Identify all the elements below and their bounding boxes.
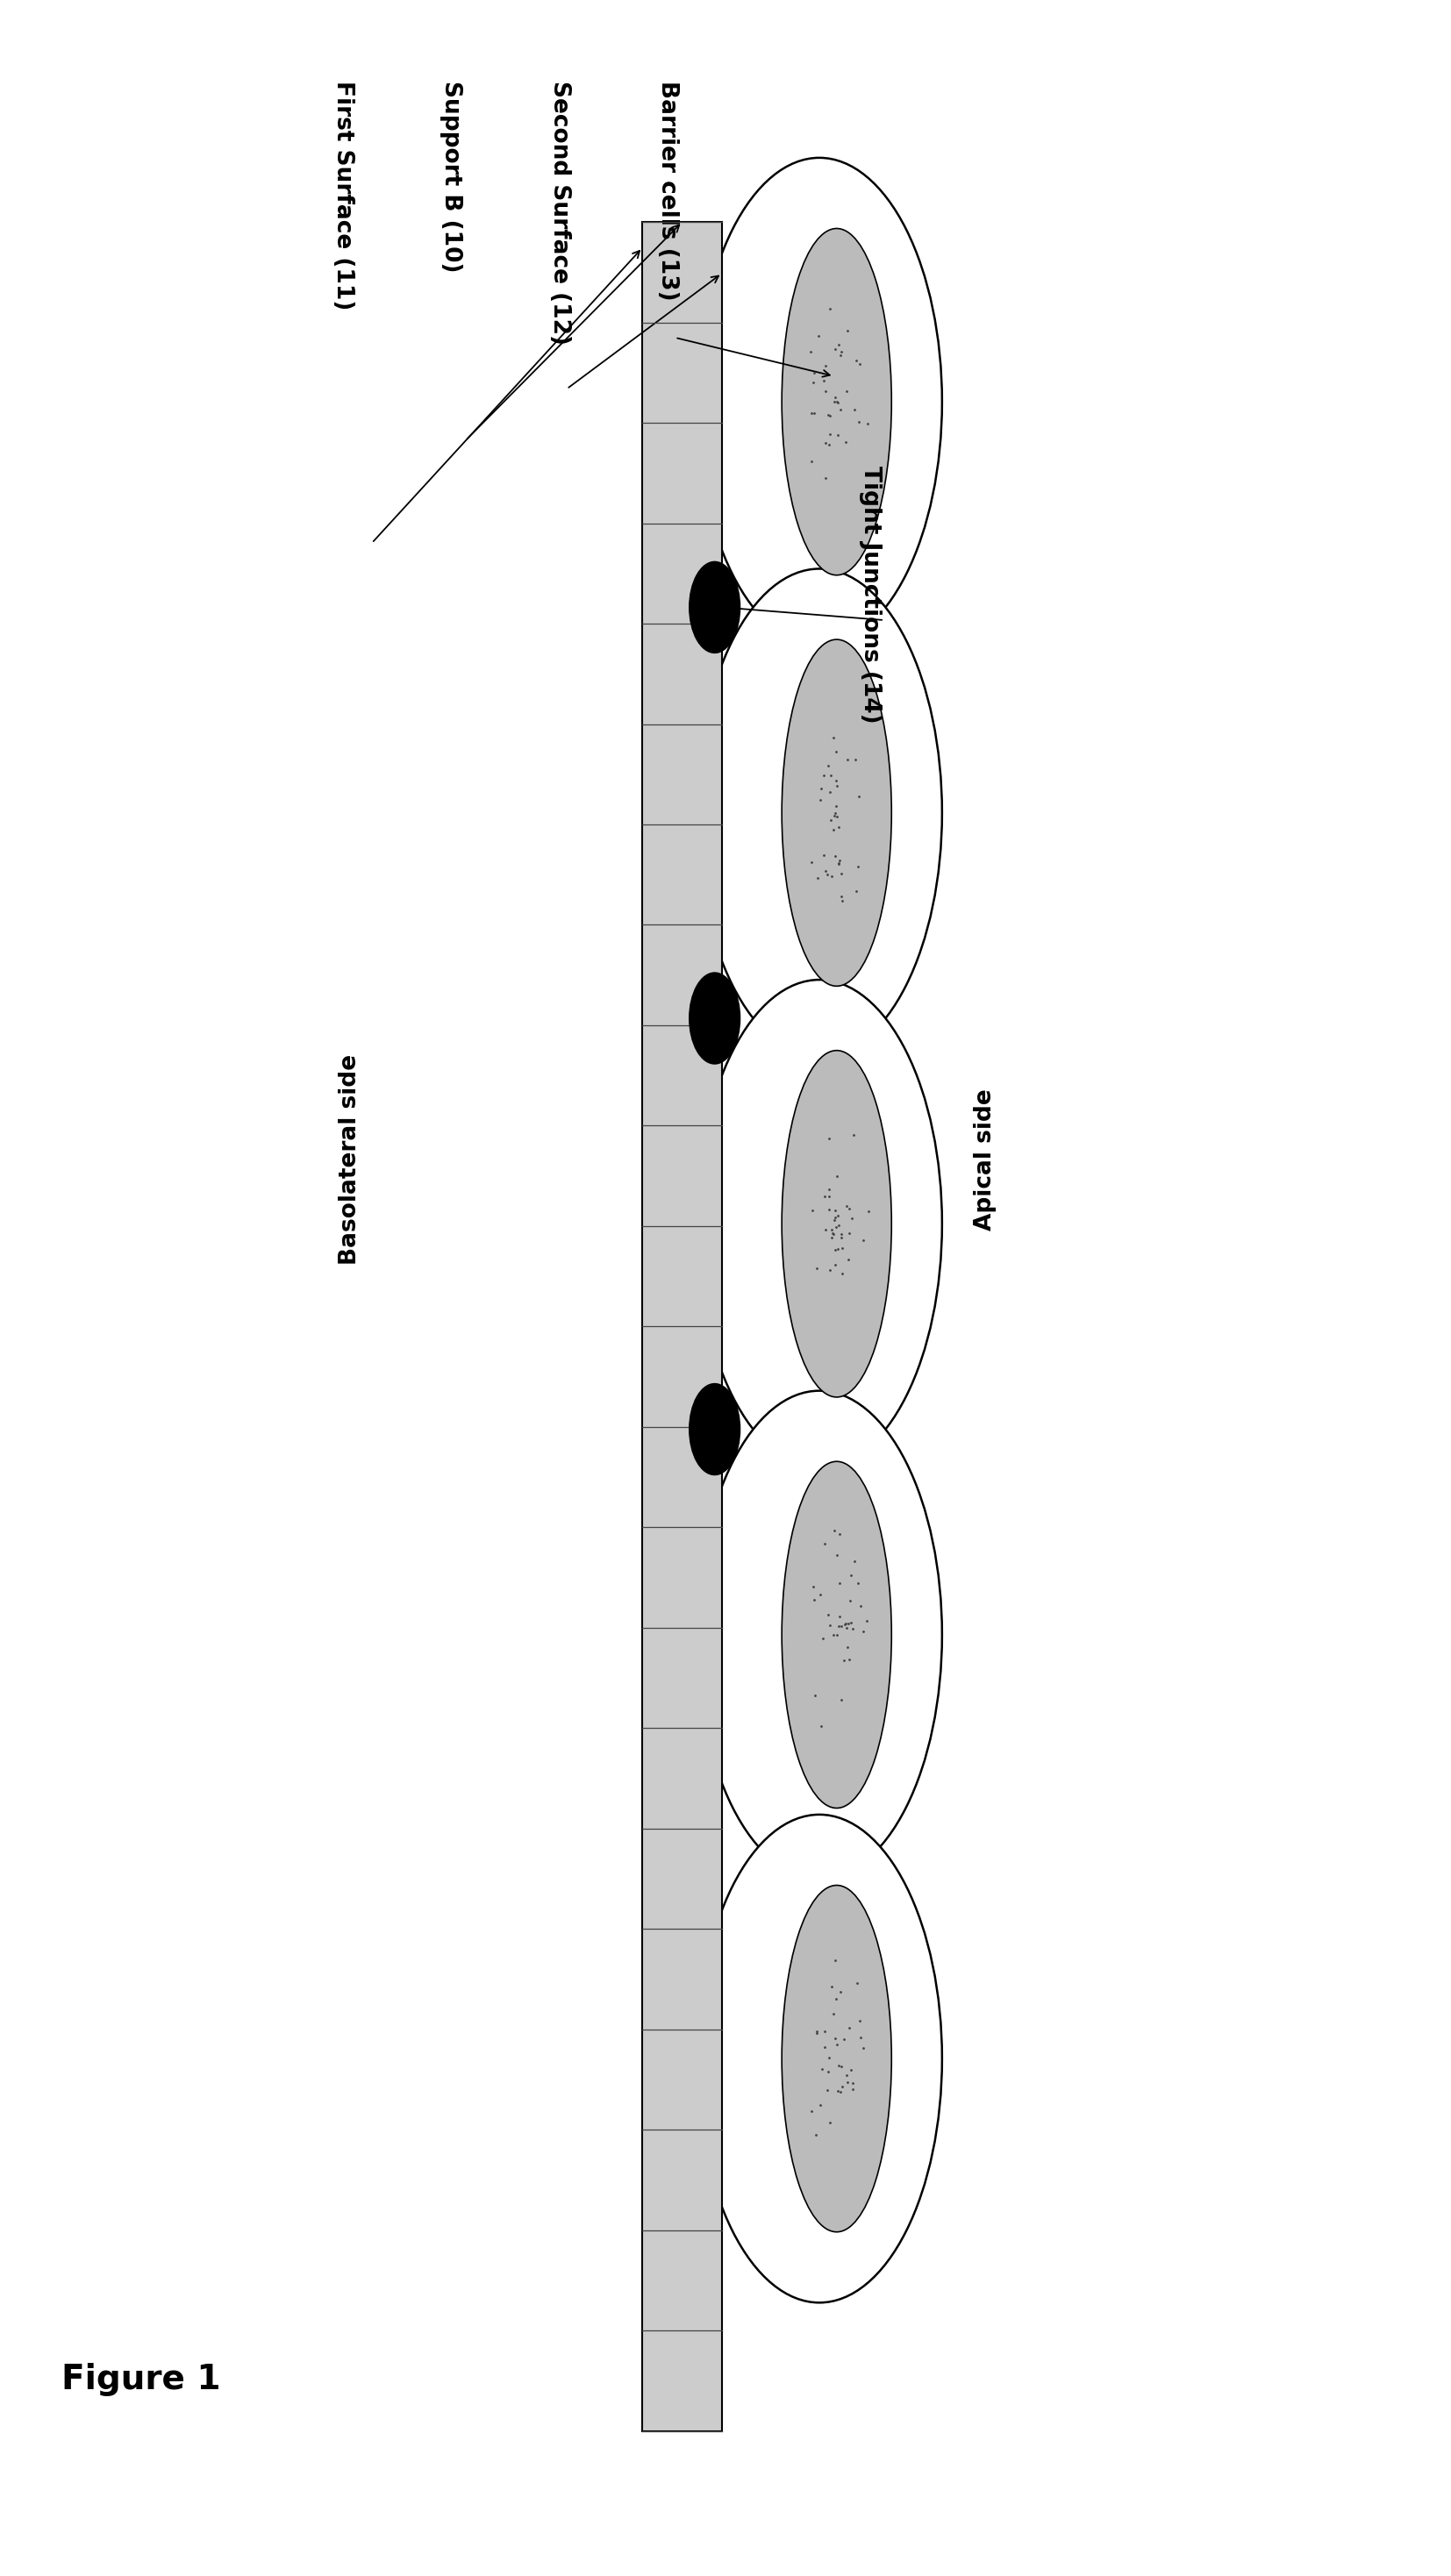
Bar: [643, 222, 723, 2432]
Text: Tight Junctions (14): Tight Junctions (14): [859, 466, 881, 724]
Ellipse shape: [782, 229, 891, 574]
Ellipse shape: [696, 157, 942, 647]
Text: Second Surface (12): Second Surface (12): [548, 80, 570, 345]
Ellipse shape: [696, 1391, 942, 1878]
Ellipse shape: [782, 1051, 891, 1396]
Text: Basolateral side: Basolateral side: [338, 1054, 361, 1265]
Ellipse shape: [696, 569, 942, 1056]
Ellipse shape: [689, 1383, 740, 1476]
Text: Apical side: Apical side: [974, 1090, 997, 1231]
Ellipse shape: [689, 562, 740, 654]
Ellipse shape: [782, 1461, 891, 1808]
Ellipse shape: [782, 1886, 891, 2231]
Text: Figure 1: Figure 1: [61, 2362, 221, 2396]
Text: First Surface (11): First Surface (11): [331, 80, 354, 309]
Text: Support B (10): Support B (10): [440, 80, 463, 273]
Ellipse shape: [696, 979, 942, 1468]
Ellipse shape: [689, 971, 740, 1064]
Ellipse shape: [782, 639, 891, 987]
Text: Barrier cells (13): Barrier cells (13): [656, 80, 679, 301]
Ellipse shape: [696, 1814, 942, 2303]
